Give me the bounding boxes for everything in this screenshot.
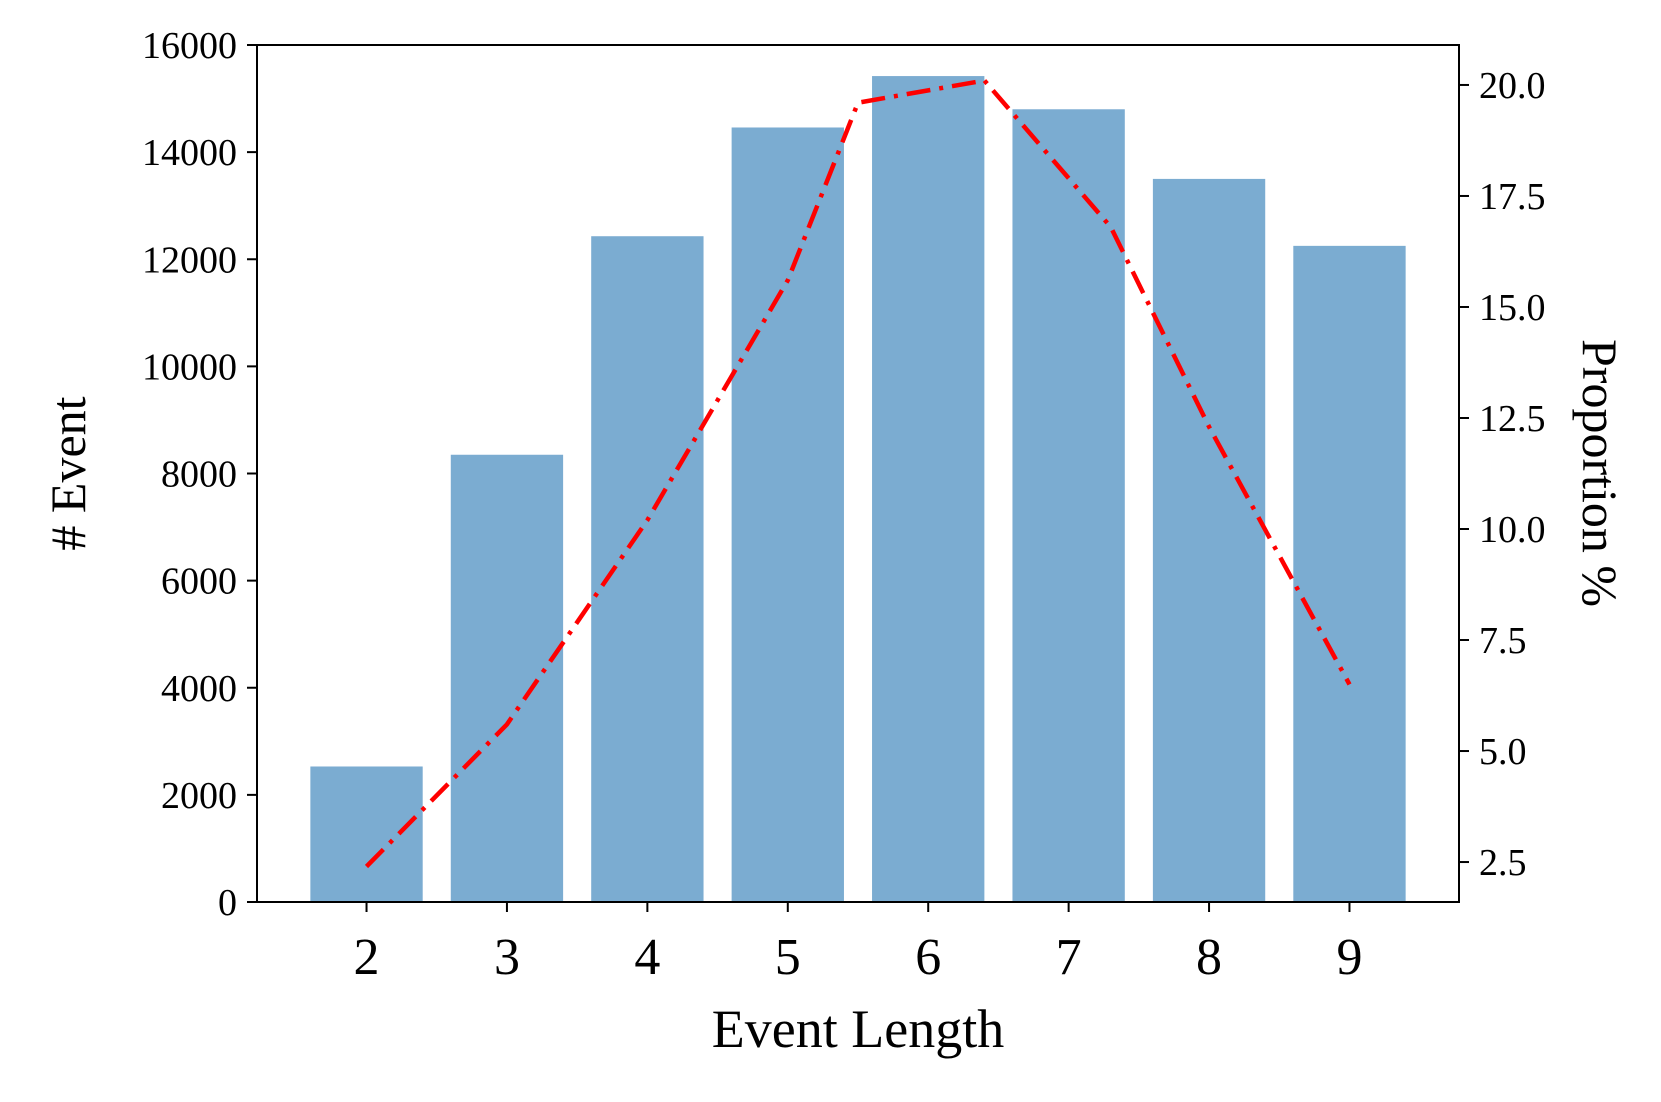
y-tick-label: 10000 [142,346,237,388]
bar-9 [1293,245,1406,902]
x-tick-label: 5 [775,929,801,986]
x-tick-label: 4 [634,929,660,986]
x-tick-label: 2 [354,929,380,986]
y2-tick-label: 2.5 [1479,842,1527,884]
y-tick-label: 14000 [142,132,237,174]
y-tick-label: 6000 [161,561,237,603]
y-tick-label: 4000 [161,668,237,710]
y2-tick-label: 20.0 [1479,65,1546,107]
y2-tick-label: 17.5 [1479,176,1546,218]
bar-5 [731,127,844,902]
x-tick-label: 7 [1056,929,1082,986]
proportion-line-series [364,78,1352,869]
y2-tick-label: 5.0 [1479,731,1527,773]
bar-8 [1152,178,1266,902]
bar-6 [872,76,985,902]
x-tick-label: 9 [1336,929,1362,986]
y2-tick-label: 7.5 [1479,620,1527,662]
x-tick-label: 8 [1196,929,1222,986]
plot-frame [256,44,1460,903]
right-axis-ticks: 2.5 5.0 7.5 10.0 12.5 15.0 17.5 20.0 [1459,65,1546,884]
bar-7 [1012,109,1125,902]
y2-tick-label: 12.5 [1479,398,1546,440]
bar-4 [591,236,704,902]
y-tick-label: 16000 [142,25,237,67]
x-axis-ticks: 2 3 4 5 6 7 8 9 [354,902,1362,986]
bar-series [310,76,1406,902]
y2-tick-label: 15.0 [1479,287,1546,329]
y-tick-label: 2000 [161,775,237,817]
x-tick-label: 6 [915,929,941,986]
x-tick-label: 3 [494,929,520,986]
left-axis-ticks: 0 2000 4000 6000 8000 10000 12000 14000 16000 [142,25,257,924]
y-axis-title: # Event [40,396,96,550]
bar-2 [310,766,423,902]
y-tick-label: 12000 [142,239,237,281]
bar-3 [450,454,564,902]
y-tick-label: 8000 [161,454,237,496]
y2-axis-title: Proportion % [1572,339,1628,607]
x-axis-title: Event Length [712,999,1004,1059]
y-tick-label: 0 [218,882,237,924]
y2-tick-label: 10.0 [1479,509,1546,551]
proportion-line [364,78,1352,869]
